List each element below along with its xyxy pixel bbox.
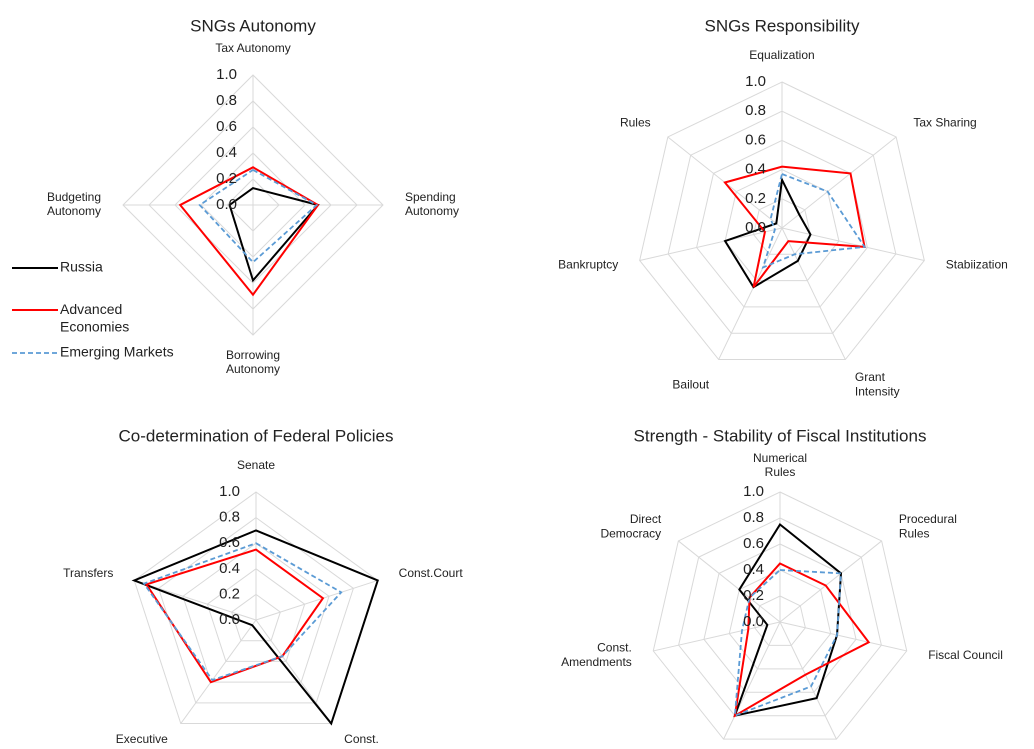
y-tick-label: 1.0 [216, 66, 237, 83]
axis-spoke [779, 621, 837, 740]
y-tick-label: 0.4 [219, 560, 240, 577]
axis-spoke [678, 540, 781, 623]
series-line [198, 168, 319, 264]
axis-label: Equalization [749, 48, 814, 62]
axis-spoke [781, 136, 897, 229]
y-tick-label: 0.8 [219, 509, 240, 526]
chart-title: Strength - Stability of Fiscal Instituti… [634, 426, 927, 445]
chart-title: SNGs Autonomy [190, 16, 316, 35]
axis-label: Borrowing Autonomy [226, 348, 280, 376]
y-tick-label: 0.4 [216, 144, 237, 161]
y-tick-label: 0.0 [216, 196, 237, 213]
chart-title: Co-determination of Federal Policies [119, 426, 394, 445]
axis-spoke [718, 227, 783, 360]
axis-label: Senate [237, 458, 275, 472]
legend-label: Russia [60, 259, 103, 275]
axis-label: Tax Sharing [913, 115, 976, 129]
y-tick-label: 1.0 [743, 483, 764, 500]
axis-label: Stabiization [946, 258, 1008, 272]
series-line [142, 542, 343, 682]
axis-label: Const.Amendment [344, 732, 409, 749]
axis-label: Budgeting Autonomy [47, 190, 101, 218]
grid-line [206, 568, 306, 662]
axis-label: Rules [620, 115, 651, 129]
grid-line [728, 569, 832, 670]
y-tick-label: 0.6 [743, 535, 764, 552]
grid-line [754, 595, 806, 646]
axis-spoke [779, 540, 882, 623]
axis-spoke [781, 227, 925, 261]
axis-spoke [653, 621, 781, 652]
series-line [761, 172, 867, 270]
y-tick-label: 0.2 [745, 190, 766, 207]
axis-spoke [639, 227, 783, 261]
grid-line [639, 81, 925, 361]
axis-label: Bailout [672, 378, 709, 392]
legend-label: Emerging Markets [60, 344, 174, 360]
axis-label: Grant Intensity [855, 370, 900, 398]
grid-line [652, 491, 908, 740]
y-tick-label: 0.2 [219, 585, 240, 602]
grid-line [752, 198, 812, 255]
axis-spoke [723, 621, 781, 740]
axis-label: Spending Autonomy [405, 190, 459, 218]
grid-line [667, 110, 897, 334]
series-line [131, 529, 379, 726]
axis-label: ExecutiveMtgs. [116, 732, 168, 749]
series-line [733, 523, 843, 718]
axis-spoke [781, 227, 846, 360]
y-tick-label: 1.0 [219, 483, 240, 500]
axis-label: Const. Amendments [561, 641, 632, 669]
y-tick-label: 0.8 [216, 92, 237, 109]
axis-label: Tax Autonomy [215, 41, 290, 55]
legend-label: Advanced Economies [60, 301, 129, 335]
series-line [733, 562, 871, 718]
grid-line [231, 593, 281, 642]
y-tick-label: 1.0 [745, 73, 766, 90]
y-tick-label: 0.2 [216, 170, 237, 187]
y-tick-label: 0.6 [219, 534, 240, 551]
series-line [144, 548, 325, 684]
axis-spoke [180, 619, 257, 724]
series-line [228, 187, 320, 283]
grid-line [133, 491, 379, 725]
y-tick-label: 0.8 [743, 509, 764, 526]
y-tick-label: 0.0 [743, 613, 764, 630]
y-tick-label: 0.6 [216, 118, 237, 135]
chart-title: SNGs Responsibility [705, 16, 860, 35]
y-tick-label: 0.4 [745, 161, 766, 178]
axis-label: Direct Democracy [600, 512, 661, 540]
grid-line [158, 516, 354, 704]
axis-label: Fiscal Council [928, 648, 1003, 662]
grid-line [724, 169, 840, 282]
y-tick-label: 0.0 [745, 219, 766, 236]
y-tick-label: 0.8 [745, 102, 766, 119]
axis-label: Bankruptcy [558, 258, 618, 272]
grid-line [678, 517, 882, 717]
axis-spoke [779, 621, 907, 652]
y-tick-label: 0.4 [743, 561, 764, 578]
series-line [178, 166, 320, 297]
axis-label: Procedural Rules [899, 512, 957, 540]
axis-spoke [134, 579, 257, 621]
axis-label: Numerical Rules [753, 451, 807, 479]
series-line [723, 176, 812, 289]
axis-label: Transfers [63, 566, 113, 580]
axis-label: Const.Court [399, 566, 464, 580]
axis-spoke [255, 619, 332, 724]
y-tick-label: 0.2 [743, 587, 764, 604]
y-tick-label: 0.6 [745, 131, 766, 148]
y-tick-label: 0.0 [219, 611, 240, 628]
grid-line [703, 543, 857, 693]
axis-spoke [255, 579, 378, 621]
grid-line [182, 542, 330, 683]
